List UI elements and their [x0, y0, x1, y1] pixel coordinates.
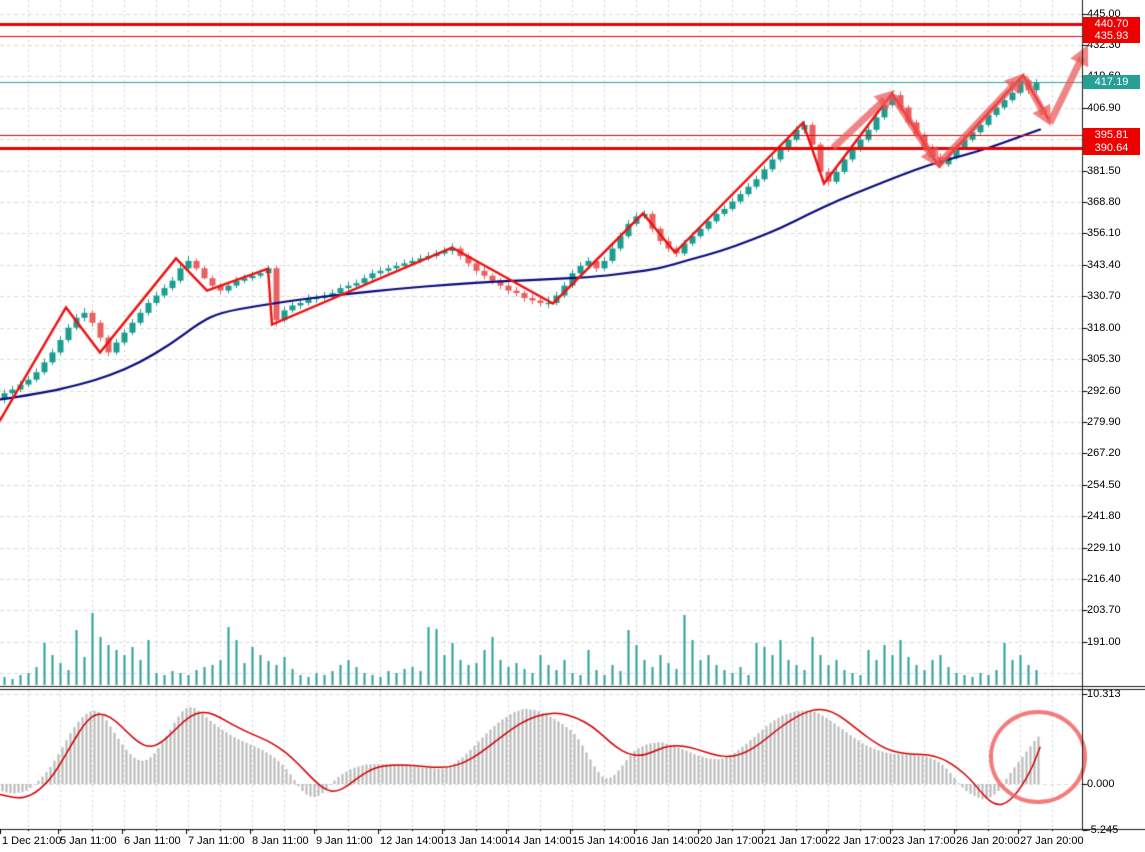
time-tick-label: 9 Jan 11:00	[316, 835, 373, 847]
time-tick-label: 12 Jan 14:00	[380, 835, 444, 847]
price-level-tag: 395.81	[1083, 128, 1140, 143]
price-level-tag: 435.93	[1083, 28, 1140, 43]
price-tick-label: 216.40	[1087, 573, 1121, 586]
time-tick-label: 15 Jan 14:00	[572, 835, 636, 847]
time-tick-label: 7 Jan 11:00	[188, 835, 245, 847]
time-tick-label: 5 Jan 11:00	[60, 835, 117, 847]
price-tick-label: 330.70	[1087, 290, 1121, 303]
price-tick-label: 191.00	[1087, 635, 1121, 648]
price-tick-label: 381.50	[1087, 164, 1121, 177]
time-tick-label: 14 Jan 14:00	[508, 835, 572, 847]
price-tick-label: 267.20	[1087, 447, 1121, 460]
price-tick-label: 229.10	[1087, 541, 1121, 554]
time-tick-label: 26 Jan 20:00	[956, 835, 1020, 847]
price-level-tag: 390.64	[1083, 140, 1140, 155]
time-tick-label: 16 Jan 14:00	[636, 835, 700, 847]
oscillator-tick-label: -5.245	[1087, 823, 1119, 836]
price-tick-label: 343.40	[1087, 258, 1121, 271]
time-tick-label: 23 Jan 17:00	[892, 835, 956, 847]
oscillator-tick-label: 10.313	[1087, 687, 1121, 700]
price-tick-label: 254.50	[1087, 478, 1121, 491]
price-tick-label: 318.00	[1087, 321, 1121, 334]
time-tick-label: 13 Jan 14:00	[444, 835, 508, 847]
oscillator-tick-label: 0.000	[1087, 778, 1115, 790]
time-tick-label: 1 Dec 21:00	[2, 835, 62, 847]
current-price-tag: 417.19	[1083, 75, 1140, 90]
price-tick-label: 305.30	[1087, 353, 1121, 366]
time-tick-label: 21 Jan 17:00	[764, 835, 828, 847]
price-tick-label: 406.90	[1087, 101, 1121, 114]
time-tick-label: 20 Jan 17:00	[700, 835, 764, 847]
price-tick-label: 241.80	[1087, 510, 1121, 523]
time-tick-label: 27 Jan 20:00	[1020, 835, 1084, 847]
price-tick-label: 368.80	[1087, 196, 1121, 209]
time-tick-label: 8 Jan 11:00	[252, 835, 309, 847]
price-tick-label: 279.90	[1087, 415, 1121, 428]
price-tick-label: 356.10	[1087, 227, 1121, 240]
price-tick-label: 203.70	[1087, 604, 1121, 617]
price-level-tag: 440.70	[1083, 17, 1140, 32]
time-tick-label: 6 Jan 11:00	[124, 835, 181, 847]
time-tick-label: 22 Jan 17:00	[828, 835, 892, 847]
price-tick-label: 292.60	[1087, 384, 1121, 397]
price-tick-label: 445.00	[1087, 7, 1121, 20]
